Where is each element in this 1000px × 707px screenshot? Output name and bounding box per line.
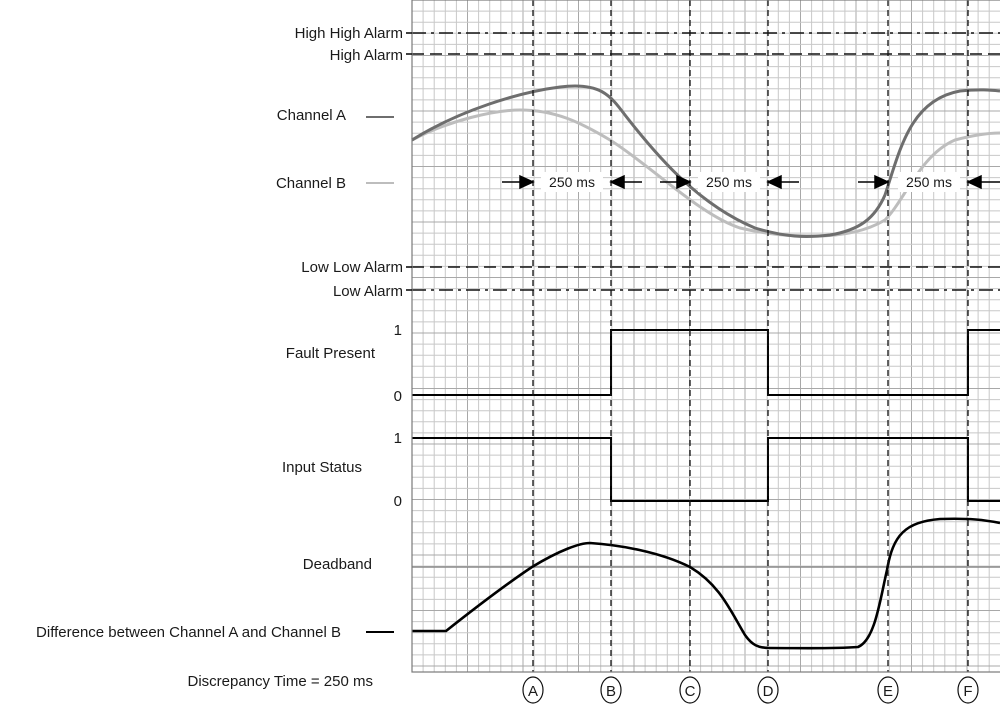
- low-alarm-label: Low Alarm: [333, 283, 403, 300]
- marker-e-label: E: [883, 683, 893, 700]
- difference-trace: [412, 517, 1000, 650]
- high-alarm-label: High Alarm: [330, 47, 403, 64]
- interval-label-2: 250 ms: [706, 174, 752, 190]
- marker-b-circle: [600, 676, 622, 704]
- input-status-level-0: 0: [394, 493, 402, 510]
- interval-label-1: 250 ms: [549, 174, 595, 190]
- channel-b-label: Channel B: [276, 175, 346, 192]
- marker-e-circle: [877, 676, 899, 704]
- marker-b-label: B: [606, 683, 616, 700]
- arrow-right-c: [676, 174, 692, 190]
- marker-d-circle: [757, 676, 779, 704]
- deadband-label: Deadband: [303, 556, 372, 573]
- marker-a-circle: [522, 676, 544, 704]
- marker-f-label: F: [963, 683, 972, 700]
- input-status-level-1: 1: [394, 430, 402, 447]
- fault-present-level-1: 1: [394, 322, 402, 339]
- discrepancy-time-label: Discrepancy Time = 250 ms: [188, 673, 374, 690]
- arrow-left-b: [609, 174, 625, 190]
- interval-arrows: [502, 174, 1000, 190]
- marker-c-circle: [679, 676, 701, 704]
- low-low-alarm-label: Low Low Alarm: [301, 259, 403, 276]
- marker-c-label: C: [685, 683, 696, 700]
- input-status-label: Input Status: [282, 459, 362, 476]
- interval-label-3: 250 ms: [906, 174, 952, 190]
- channel-b-trace: [411, 108, 1000, 238]
- marker-f-circle: [957, 676, 979, 704]
- event-markers: A B C D E F: [522, 676, 979, 704]
- event-lines: [532, 0, 969, 672]
- high-high-alarm-label: High High Alarm: [295, 25, 403, 42]
- difference-label: Difference between Channel A and Channel…: [36, 624, 341, 641]
- arrow-left-d: [766, 174, 782, 190]
- fault-present-level-0: 0: [394, 388, 402, 405]
- plot-border: [411, 0, 1000, 673]
- arrow-right-e: [874, 174, 890, 190]
- marker-d-label: D: [763, 683, 774, 700]
- fault-present-label: Fault Present: [286, 345, 376, 362]
- channel-a-label: Channel A: [277, 107, 346, 124]
- channel-a-trace: [411, 84, 1000, 239]
- arrow-right-a: [519, 174, 535, 190]
- arrow-left-f: [966, 174, 982, 190]
- marker-a-label: A: [528, 683, 538, 700]
